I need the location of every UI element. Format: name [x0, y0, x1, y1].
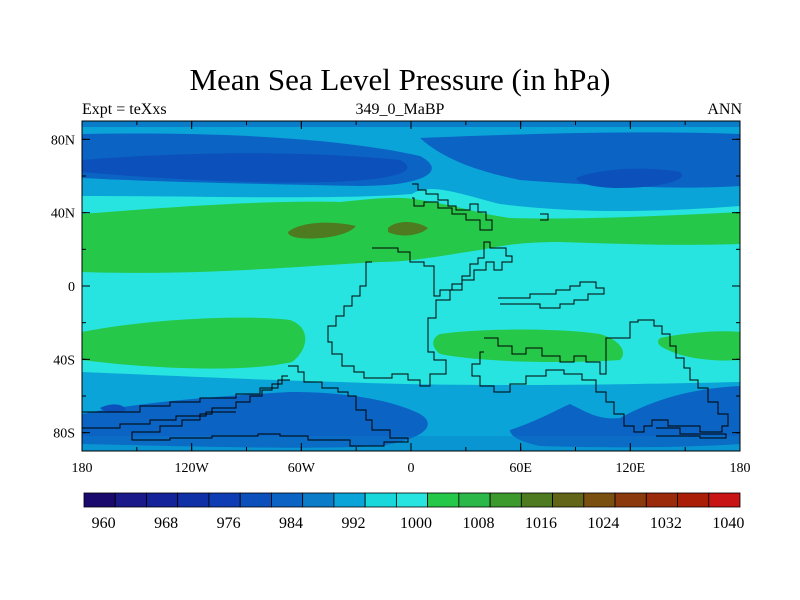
colorbar-label: 992 [342, 515, 366, 532]
x-tick-label: 60E [509, 461, 532, 476]
field-high-north-1004 [82, 197, 740, 273]
y-tick-label: 0 [68, 280, 75, 295]
colorbar-label: 960 [92, 515, 116, 532]
coastline-europe [412, 183, 493, 231]
colorbar-label: 968 [154, 515, 178, 532]
axis-ticks: 180 120W 60W 0 60E 120E 180 80N 40N 0 40S 80S [51, 121, 751, 476]
colorbar: 960 968 976 984 992 1000 1008 1016 1024 1032 1040 [83, 492, 744, 532]
coastline-southern-continent [471, 319, 729, 433]
colorbar-swatch [427, 492, 460, 508]
colorbar-swatch [395, 492, 429, 508]
colorbar-swatch [146, 492, 179, 508]
pressure-field [82, 121, 740, 451]
colorbar-swatch [614, 492, 647, 508]
colorbar-swatch [83, 492, 116, 508]
colorbar-swatch [302, 492, 335, 508]
colorbar-swatch [583, 492, 616, 508]
colorbar-swatch [458, 492, 491, 508]
field-low-south-indian [510, 386, 740, 448]
x-tick-label: 180 [730, 461, 751, 476]
colorbar-swatch [645, 492, 678, 508]
y-tick-label: 40N [51, 207, 75, 222]
time-label: 349_0_MaBP [355, 101, 445, 118]
period-label: ANN [707, 101, 742, 118]
field-high-core-atlantic [288, 222, 356, 239]
coastline-west-continent [327, 241, 513, 387]
y-tick-label: 80N [51, 133, 75, 148]
coastline-south-pole-continent [131, 365, 409, 447]
x-tick-label: 120E [616, 461, 646, 476]
colorbar-swatch [177, 492, 210, 508]
x-tick-label: 180 [72, 461, 93, 476]
coastline-island [540, 213, 549, 221]
colorbar-label: 1040 [712, 515, 744, 532]
colorbar-swatch [114, 492, 147, 508]
colorbar-swatch [208, 492, 241, 508]
colorbar-swatch [677, 492, 710, 508]
y-tick-label: 80S [53, 427, 75, 442]
x-tick-label: 60W [288, 461, 316, 476]
colorbar-label: 1000 [400, 515, 432, 532]
coastline-east-continent [498, 281, 605, 309]
colorbar-swatch [520, 492, 553, 508]
chart-title: Mean Sea Level Pressure (in hPa) [189, 62, 611, 97]
colorbar-label: 984 [279, 515, 303, 532]
experiment-label: Expt = teXxs [82, 101, 167, 118]
field-high-south-pacific [82, 317, 306, 369]
field-high-south-indian [433, 329, 624, 362]
field-low-pacific-core [576, 168, 682, 188]
field-low-south-small [100, 404, 126, 413]
field-low-north-core [82, 153, 408, 183]
y-tick-label: 40S [53, 353, 75, 368]
colorbar-label: 1032 [650, 515, 682, 532]
x-tick-label: 120W [175, 461, 210, 476]
colorbar-swatch [364, 492, 397, 508]
continent-outlines [82, 183, 729, 447]
colorbar-label: 1016 [525, 515, 557, 532]
coastline-south-inner [82, 379, 290, 413]
coastline-southeast-loop [656, 427, 727, 439]
x-tick-label: 0 [408, 461, 415, 476]
colorbar-swatch [271, 492, 304, 508]
colorbar-swatch [552, 492, 585, 508]
colorbar-label: 1024 [587, 515, 619, 532]
colorbar-swatch [489, 492, 522, 508]
colorbar-swatch [333, 492, 366, 508]
colorbar-swatch [708, 492, 741, 508]
colorbar-label: 976 [217, 515, 241, 532]
colorbar-swatch [239, 492, 272, 508]
colorbar-label: 1008 [462, 515, 494, 532]
coastline-south-inner-2 [82, 411, 236, 429]
field-high-core-europe [388, 222, 428, 236]
field-high-south-east [658, 331, 740, 361]
